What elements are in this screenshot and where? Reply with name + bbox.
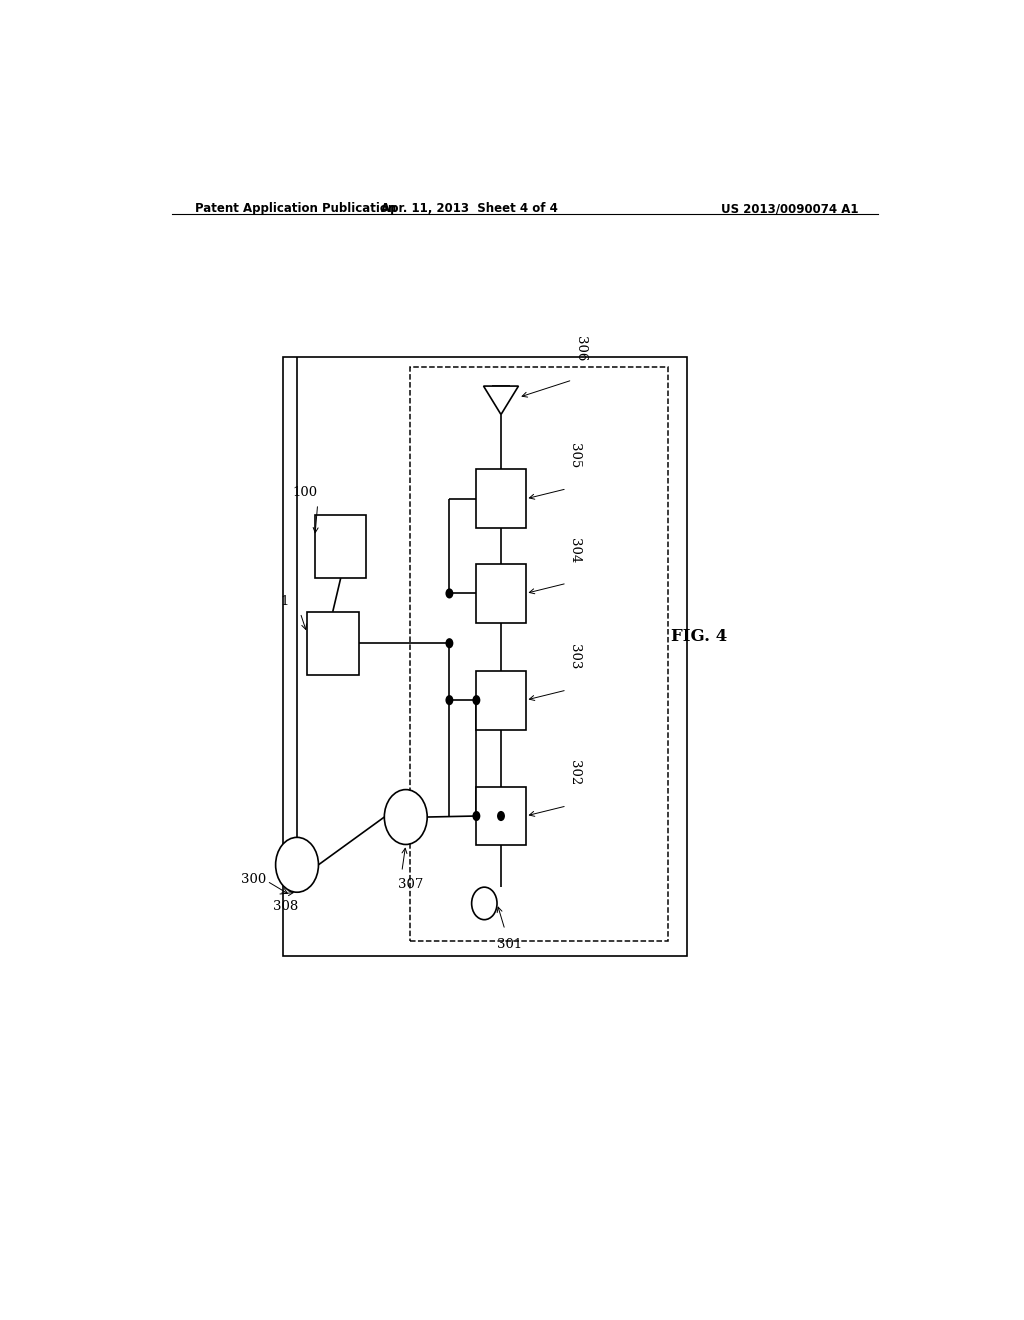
- Text: 308: 308: [273, 900, 298, 913]
- Bar: [476, 564, 525, 623]
- Circle shape: [472, 696, 480, 705]
- Text: 301: 301: [497, 939, 522, 950]
- Bar: [307, 611, 358, 675]
- Circle shape: [445, 638, 454, 648]
- Text: FIG. 4: FIG. 4: [672, 627, 727, 644]
- Circle shape: [472, 887, 497, 920]
- Text: 300: 300: [242, 873, 266, 886]
- Circle shape: [472, 810, 480, 821]
- Text: 304: 304: [568, 537, 582, 562]
- Bar: [476, 470, 525, 528]
- Bar: [283, 356, 687, 956]
- Text: 1: 1: [281, 594, 289, 607]
- Circle shape: [445, 589, 454, 598]
- Text: 307: 307: [397, 878, 423, 891]
- Circle shape: [275, 837, 318, 892]
- Bar: [476, 671, 525, 730]
- Circle shape: [445, 696, 454, 705]
- Bar: [410, 367, 668, 941]
- Bar: [315, 515, 367, 578]
- Text: Patent Application Publication: Patent Application Publication: [196, 202, 396, 215]
- Polygon shape: [483, 385, 518, 414]
- Text: 100: 100: [292, 486, 317, 499]
- Text: 303: 303: [568, 644, 582, 669]
- Circle shape: [497, 810, 505, 821]
- Text: Apr. 11, 2013  Sheet 4 of 4: Apr. 11, 2013 Sheet 4 of 4: [381, 202, 558, 215]
- Text: 305: 305: [568, 444, 582, 469]
- Bar: [476, 787, 525, 846]
- Circle shape: [384, 789, 427, 845]
- Text: US 2013/0090074 A1: US 2013/0090074 A1: [721, 202, 858, 215]
- Text: 302: 302: [568, 760, 582, 785]
- Text: 306: 306: [573, 337, 587, 362]
